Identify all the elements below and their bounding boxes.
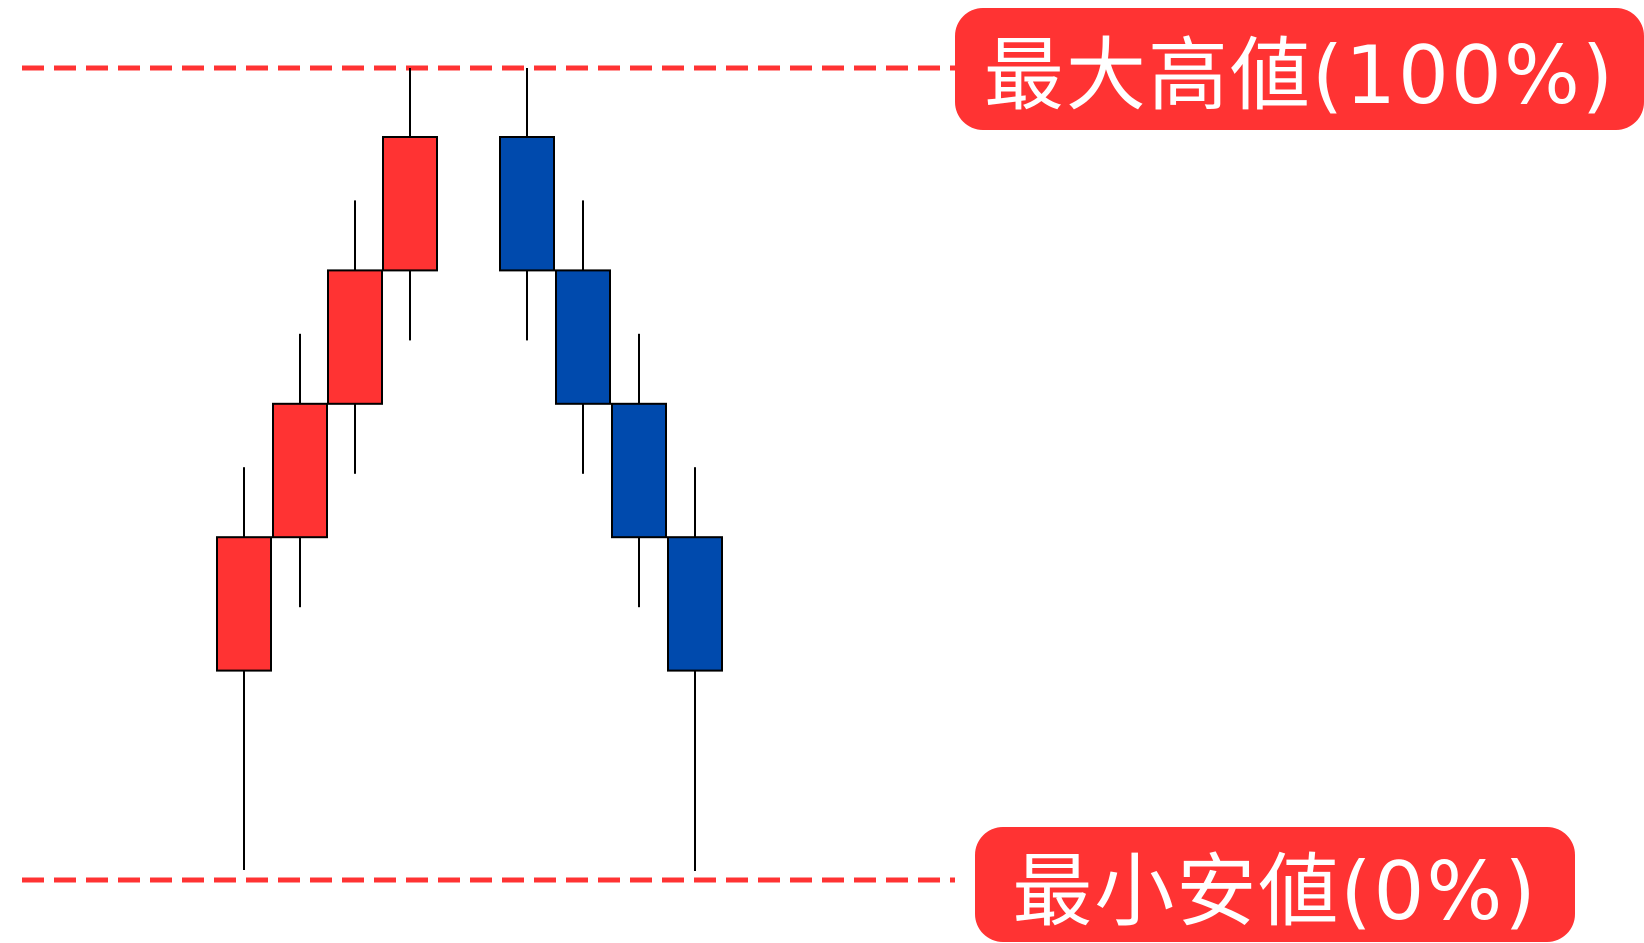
max-high-label: 最大高値(100%) xyxy=(955,8,1644,130)
bearish-candle-body xyxy=(499,136,555,272)
bearish-candle-body xyxy=(555,269,611,405)
bearish-candle-body xyxy=(611,402,667,539)
bullish-candle-body xyxy=(382,136,438,272)
bullish-candle-body xyxy=(216,536,272,672)
bearish-candle-body xyxy=(667,536,723,672)
bullish-candle-body xyxy=(327,269,383,405)
candles-group xyxy=(216,68,723,871)
bullish-candle-body xyxy=(272,402,328,539)
min-low-label: 最小安値(0%) xyxy=(975,827,1575,942)
